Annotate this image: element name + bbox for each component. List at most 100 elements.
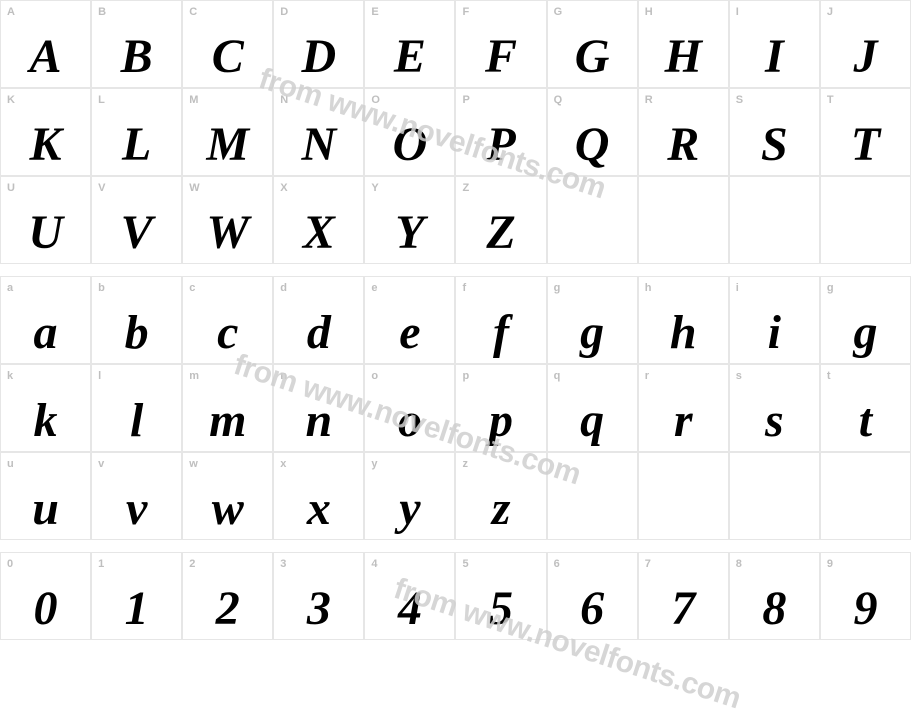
glyph-cell: VV [91,176,182,264]
glyph: s [730,397,819,445]
glyph-cell-label: Y [371,182,378,194]
glyph: m [183,397,272,445]
glyph: 0 [1,585,90,633]
glyph-cell: II [729,0,820,88]
glyph: M [183,121,272,169]
glyph-cell-label: w [189,458,198,470]
glyph-cell: PP [455,88,546,176]
glyph-cell: ll [91,364,182,452]
glyph: N [274,121,363,169]
glyph-cell-label: h [645,282,652,294]
glyph-cell-label: o [371,370,378,382]
glyph-cell: 99 [820,552,911,640]
glyph-cell-label: a [7,282,13,294]
glyph-cell: tt [820,364,911,452]
glyph-cell-empty [820,176,911,264]
glyph: 7 [639,585,728,633]
glyph-cell-label: 9 [827,558,833,570]
glyph-cell: HH [638,0,729,88]
glyph-cell-label: p [462,370,469,382]
glyph: T [821,121,910,169]
glyph-cell-label: O [371,94,380,106]
glyph-cell: ZZ [455,176,546,264]
glyph: c [183,309,272,357]
glyph-cell: WW [182,176,273,264]
glyph-cell-label: E [371,6,378,18]
glyph-cell-label: J [827,6,833,18]
glyph: q [548,397,637,445]
glyph-cell: ee [364,276,455,364]
glyph: o [365,397,454,445]
glyph: L [92,121,181,169]
glyph-cell-label: u [7,458,14,470]
glyph-cell: vv [91,452,182,540]
glyph: W [183,209,272,257]
glyph: H [639,33,728,81]
glyph: V [92,209,181,257]
glyph-cell-label: S [736,94,743,106]
glyph-cell-label: 5 [462,558,468,570]
glyph: k [1,397,90,445]
glyph-cell-label: P [462,94,469,106]
glyph-cell-label: l [98,370,101,382]
glyph: r [639,397,728,445]
glyph-cell-label: K [7,94,15,106]
glyph-cell-label: U [7,182,15,194]
glyph-cell: NN [273,88,364,176]
glyph-cell: DD [273,0,364,88]
glyph-cell: uu [0,452,91,540]
glyph-cell: SS [729,88,820,176]
glyph-cell-label: 2 [189,558,195,570]
glyph: g [548,309,637,357]
glyph: d [274,309,363,357]
glyph: f [456,309,545,357]
glyph: A [1,33,90,81]
glyph: I [730,33,819,81]
glyph-cell-label: g [554,282,561,294]
glyph-cell: zz [455,452,546,540]
glyph-cell-label: m [189,370,199,382]
glyph: P [456,121,545,169]
glyph-cell-label: 1 [98,558,104,570]
glyph-cell: YY [364,176,455,264]
glyph: U [1,209,90,257]
glyph-cell-label: M [189,94,198,106]
glyph: n [274,397,363,445]
glyph-cell: ss [729,364,820,452]
glyph: J [821,33,910,81]
glyph-cell: 00 [0,552,91,640]
glyph: 9 [821,585,910,633]
glyph-cell: aa [0,276,91,364]
glyph-cell: pp [455,364,546,452]
glyph-cell-label: I [736,6,739,18]
glyph: w [183,485,272,533]
glyph: 3 [274,585,363,633]
glyph-cell: 33 [273,552,364,640]
glyph-cell: cc [182,276,273,364]
glyph: y [365,485,454,533]
glyph-cell: UU [0,176,91,264]
glyph-cell: BB [91,0,182,88]
glyph-cell: xx [273,452,364,540]
glyph-cell-label: V [98,182,105,194]
glyph: i [730,309,819,357]
glyph-cell-label: N [280,94,288,106]
glyph-cell-label: F [462,6,469,18]
glyph-cell: LL [91,88,182,176]
glyph-cell-label: X [280,182,287,194]
glyph-cell-label: 6 [554,558,560,570]
glyph-cell-label: G [554,6,563,18]
glyph-cell: EE [364,0,455,88]
glyph-cell-label: W [189,182,199,194]
glyph: 2 [183,585,272,633]
glyph-cell: GG [547,0,638,88]
glyph: 5 [456,585,545,633]
glyph-cell-label: 8 [736,558,742,570]
glyph: C [183,33,272,81]
glyph-cell-label: B [98,6,106,18]
glyph: t [821,397,910,445]
glyph: g [821,309,910,357]
glyph-block-uppercase: AABBCCDDEEFFGGHHIIJJKKLLMMNNOOPPQQRRSSTT… [0,0,911,264]
glyph-cell: 77 [638,552,729,640]
glyph: D [274,33,363,81]
